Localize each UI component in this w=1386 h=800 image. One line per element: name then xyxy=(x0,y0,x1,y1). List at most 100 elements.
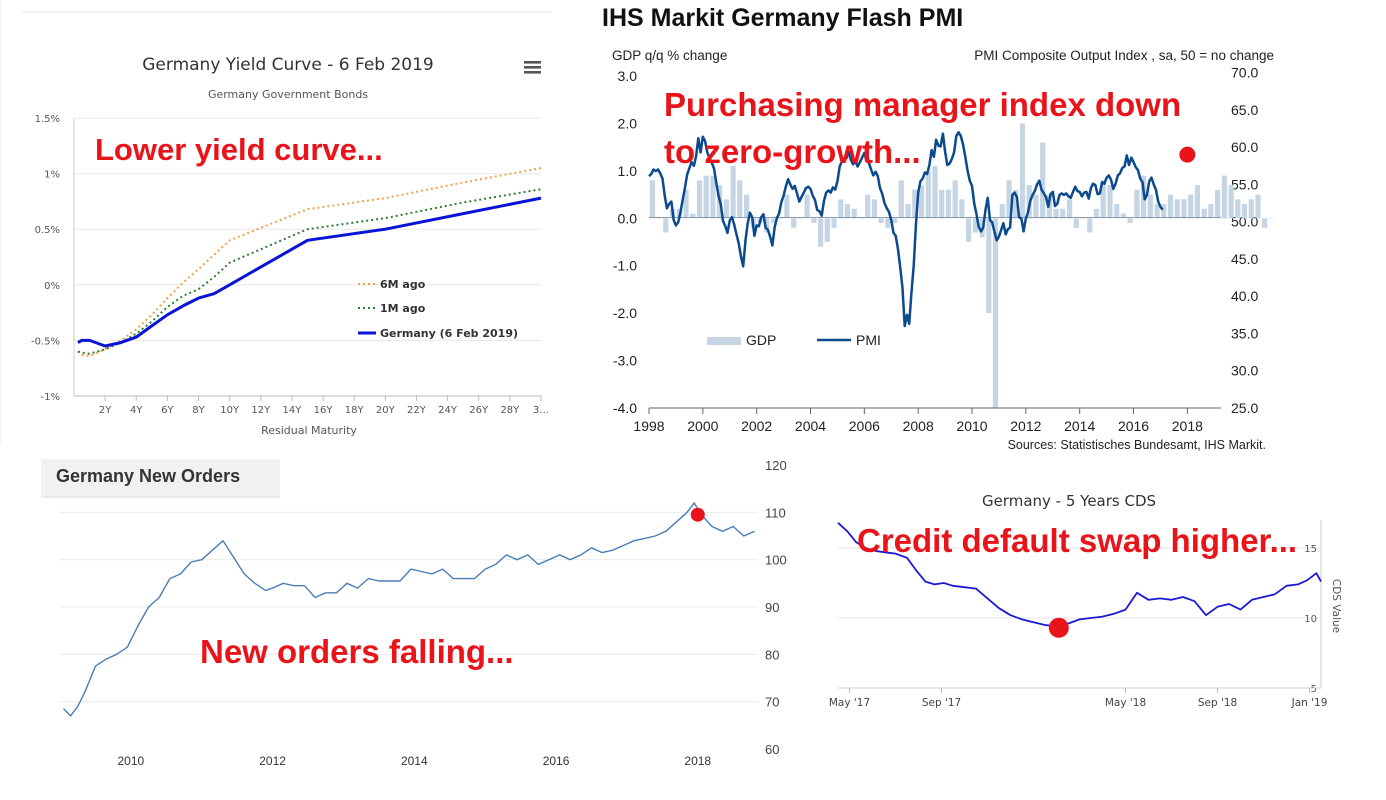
gdp-bar xyxy=(1127,218,1133,223)
pmi-right-tick-label: 30.0 xyxy=(1231,363,1258,379)
orders-highlight-marker xyxy=(690,507,705,522)
yield-x-tick-label: 12Y xyxy=(251,405,271,416)
pmi-legend: GDP PMI xyxy=(707,332,881,348)
pmi-x-tick-label: 2018 xyxy=(1172,418,1203,434)
yield-x-tick-label: 14Y xyxy=(283,405,303,416)
gdp-bar xyxy=(1241,204,1248,219)
yield-y-tick-label: 0.5% xyxy=(35,225,60,236)
orders-y-tick-label: 110 xyxy=(765,505,786,520)
legend-1m-label[interactable]: 1M ago xyxy=(380,302,426,315)
gdp-bar xyxy=(818,218,824,247)
pmi-left-tick-label: 2.0 xyxy=(618,115,638,131)
pmi-source: Sources: Statistisches Bundesamt, IHS Ma… xyxy=(1008,438,1266,452)
gdp-bar xyxy=(1087,218,1093,233)
gdp-bar xyxy=(804,194,810,219)
gdp-bar xyxy=(1053,208,1059,219)
gdp-bar xyxy=(811,218,817,223)
gdp-bar xyxy=(1080,218,1086,219)
pmi-x-tick-label: 2008 xyxy=(903,418,934,434)
gdp-bar xyxy=(831,218,837,228)
gdp-bar xyxy=(1154,204,1160,219)
yield-annotation: Lower yield curve... xyxy=(95,132,383,167)
gdp-bar xyxy=(1107,185,1113,219)
yield-curve-panel: Germany Yield Curve - 6 Feb 2019 Germany… xyxy=(0,0,555,445)
pmi-annotation-line2: to zero-growth... xyxy=(664,133,921,170)
gdp-bar xyxy=(710,175,716,219)
gdp-bar xyxy=(1208,204,1214,219)
yield-x-axis-label: Residual Maturity xyxy=(261,424,357,437)
gdp-bar xyxy=(992,218,999,408)
gdp-bar xyxy=(999,204,1005,219)
pmi-x-tick-label: 2016 xyxy=(1118,418,1149,434)
pmi-right-axis-label: PMI Composite Output Index , sa, 50 = no… xyxy=(974,48,1274,63)
orders-y-tick-label: 70 xyxy=(765,695,779,710)
yield-curve-chart: Germany Yield Curve - 6 Feb 2019 Germany… xyxy=(0,0,552,445)
pmi-line[interactable] xyxy=(648,131,1164,328)
gdp-bar xyxy=(690,213,696,219)
gdp-bar xyxy=(871,199,877,219)
cds-x-tick-label: Jan '19 xyxy=(1291,697,1328,709)
gdp-bar xyxy=(1161,204,1167,219)
yield-x-tick-label: 8Y xyxy=(192,405,205,416)
yield-x-tick-label: 16Y xyxy=(314,405,334,416)
yield-x-tick-label: 24Y xyxy=(438,405,458,416)
pmi-x-tick-label: 2000 xyxy=(687,418,718,434)
pmi-left-tick-label: 1.0 xyxy=(618,163,638,179)
yield-y-tick-label: 1% xyxy=(44,170,60,181)
gdp-bar xyxy=(898,180,904,219)
yield-x-tick-label: 2Y xyxy=(99,405,112,416)
yield-legend: 6M ago 1M ago Germany (6 Feb 2019) xyxy=(358,278,518,340)
pmi-x-tick-label: 2006 xyxy=(849,418,880,434)
gdp-bar xyxy=(858,218,864,219)
pmi-x-tick-label: 1998 xyxy=(633,418,664,434)
gdp-bar xyxy=(1174,199,1180,219)
pmi-left-tick-label: -4.0 xyxy=(613,400,637,416)
yield-x-tick-label: 3... xyxy=(533,405,549,416)
gdp-bar xyxy=(932,166,938,219)
yield-x-tick-label: 28Y xyxy=(500,405,520,416)
pmi-panel: IHS Markit Germany Flash PMI GDP q/q % c… xyxy=(555,0,1386,460)
yield-series-6m-ago[interactable] xyxy=(77,167,542,357)
gdp-bar xyxy=(1019,123,1026,219)
pmi-right-tick-label: 25.0 xyxy=(1231,400,1258,416)
orders-line[interactable] xyxy=(63,502,755,717)
pmi-x-tick-label: 2012 xyxy=(1010,418,1041,434)
yield-chart-title: Germany Yield Curve - 6 Feb 2019 xyxy=(142,55,434,75)
gdp-bar xyxy=(683,189,689,219)
hamburger-menu-icon[interactable] xyxy=(524,61,541,74)
pmi-x-tick-label: 2002 xyxy=(741,418,772,434)
cds-chart-title: Germany - 5 Years CDS xyxy=(982,492,1156,510)
pmi-chart: IHS Markit Germany Flash PMI GDP q/q % c… xyxy=(602,4,1275,452)
gdp-bar xyxy=(905,204,911,219)
yield-chart-subtitle: Germany Government Bonds xyxy=(208,88,368,101)
legend-gdp-swatch xyxy=(707,337,741,345)
orders-x-tick-label: 2018 xyxy=(684,754,711,768)
pmi-x-tick-label: 2004 xyxy=(795,418,826,434)
gdp-bar xyxy=(1100,180,1106,219)
gdp-bar xyxy=(737,180,743,219)
gdp-bar xyxy=(1067,199,1073,219)
gdp-bar xyxy=(1147,194,1153,219)
yield-series-germany-6-feb-2019[interactable] xyxy=(77,196,542,348)
gdp-bar xyxy=(986,218,992,314)
legend-germany-label[interactable]: Germany (6 Feb 2019) xyxy=(380,327,518,340)
yield-x-tick-label: 22Y xyxy=(407,405,427,416)
gdp-bar xyxy=(1134,189,1140,219)
cds-line[interactable] xyxy=(837,522,1322,628)
gdp-bar xyxy=(1181,199,1187,219)
gdp-bar xyxy=(865,194,871,219)
yield-series-1m-ago[interactable] xyxy=(77,188,542,355)
gdp-bar xyxy=(945,189,951,219)
legend-6m-label[interactable]: 6M ago xyxy=(380,278,426,291)
gdp-bar xyxy=(1201,208,1207,219)
new-orders-panel: Germany New Orders 120 110 100 90 80 70 60 201… xyxy=(0,445,800,800)
orders-title-box xyxy=(41,459,280,497)
gdp-bar xyxy=(1228,185,1234,219)
gdp-bar xyxy=(824,218,830,242)
pmi-left-tick-label: -3.0 xyxy=(613,353,637,369)
gdp-bar xyxy=(663,218,669,233)
gdp-bar xyxy=(918,185,925,219)
gdp-bar xyxy=(1268,218,1275,219)
pmi-chart-title: IHS Markit Germany Flash PMI xyxy=(602,4,963,32)
gdp-bar xyxy=(1073,218,1079,228)
